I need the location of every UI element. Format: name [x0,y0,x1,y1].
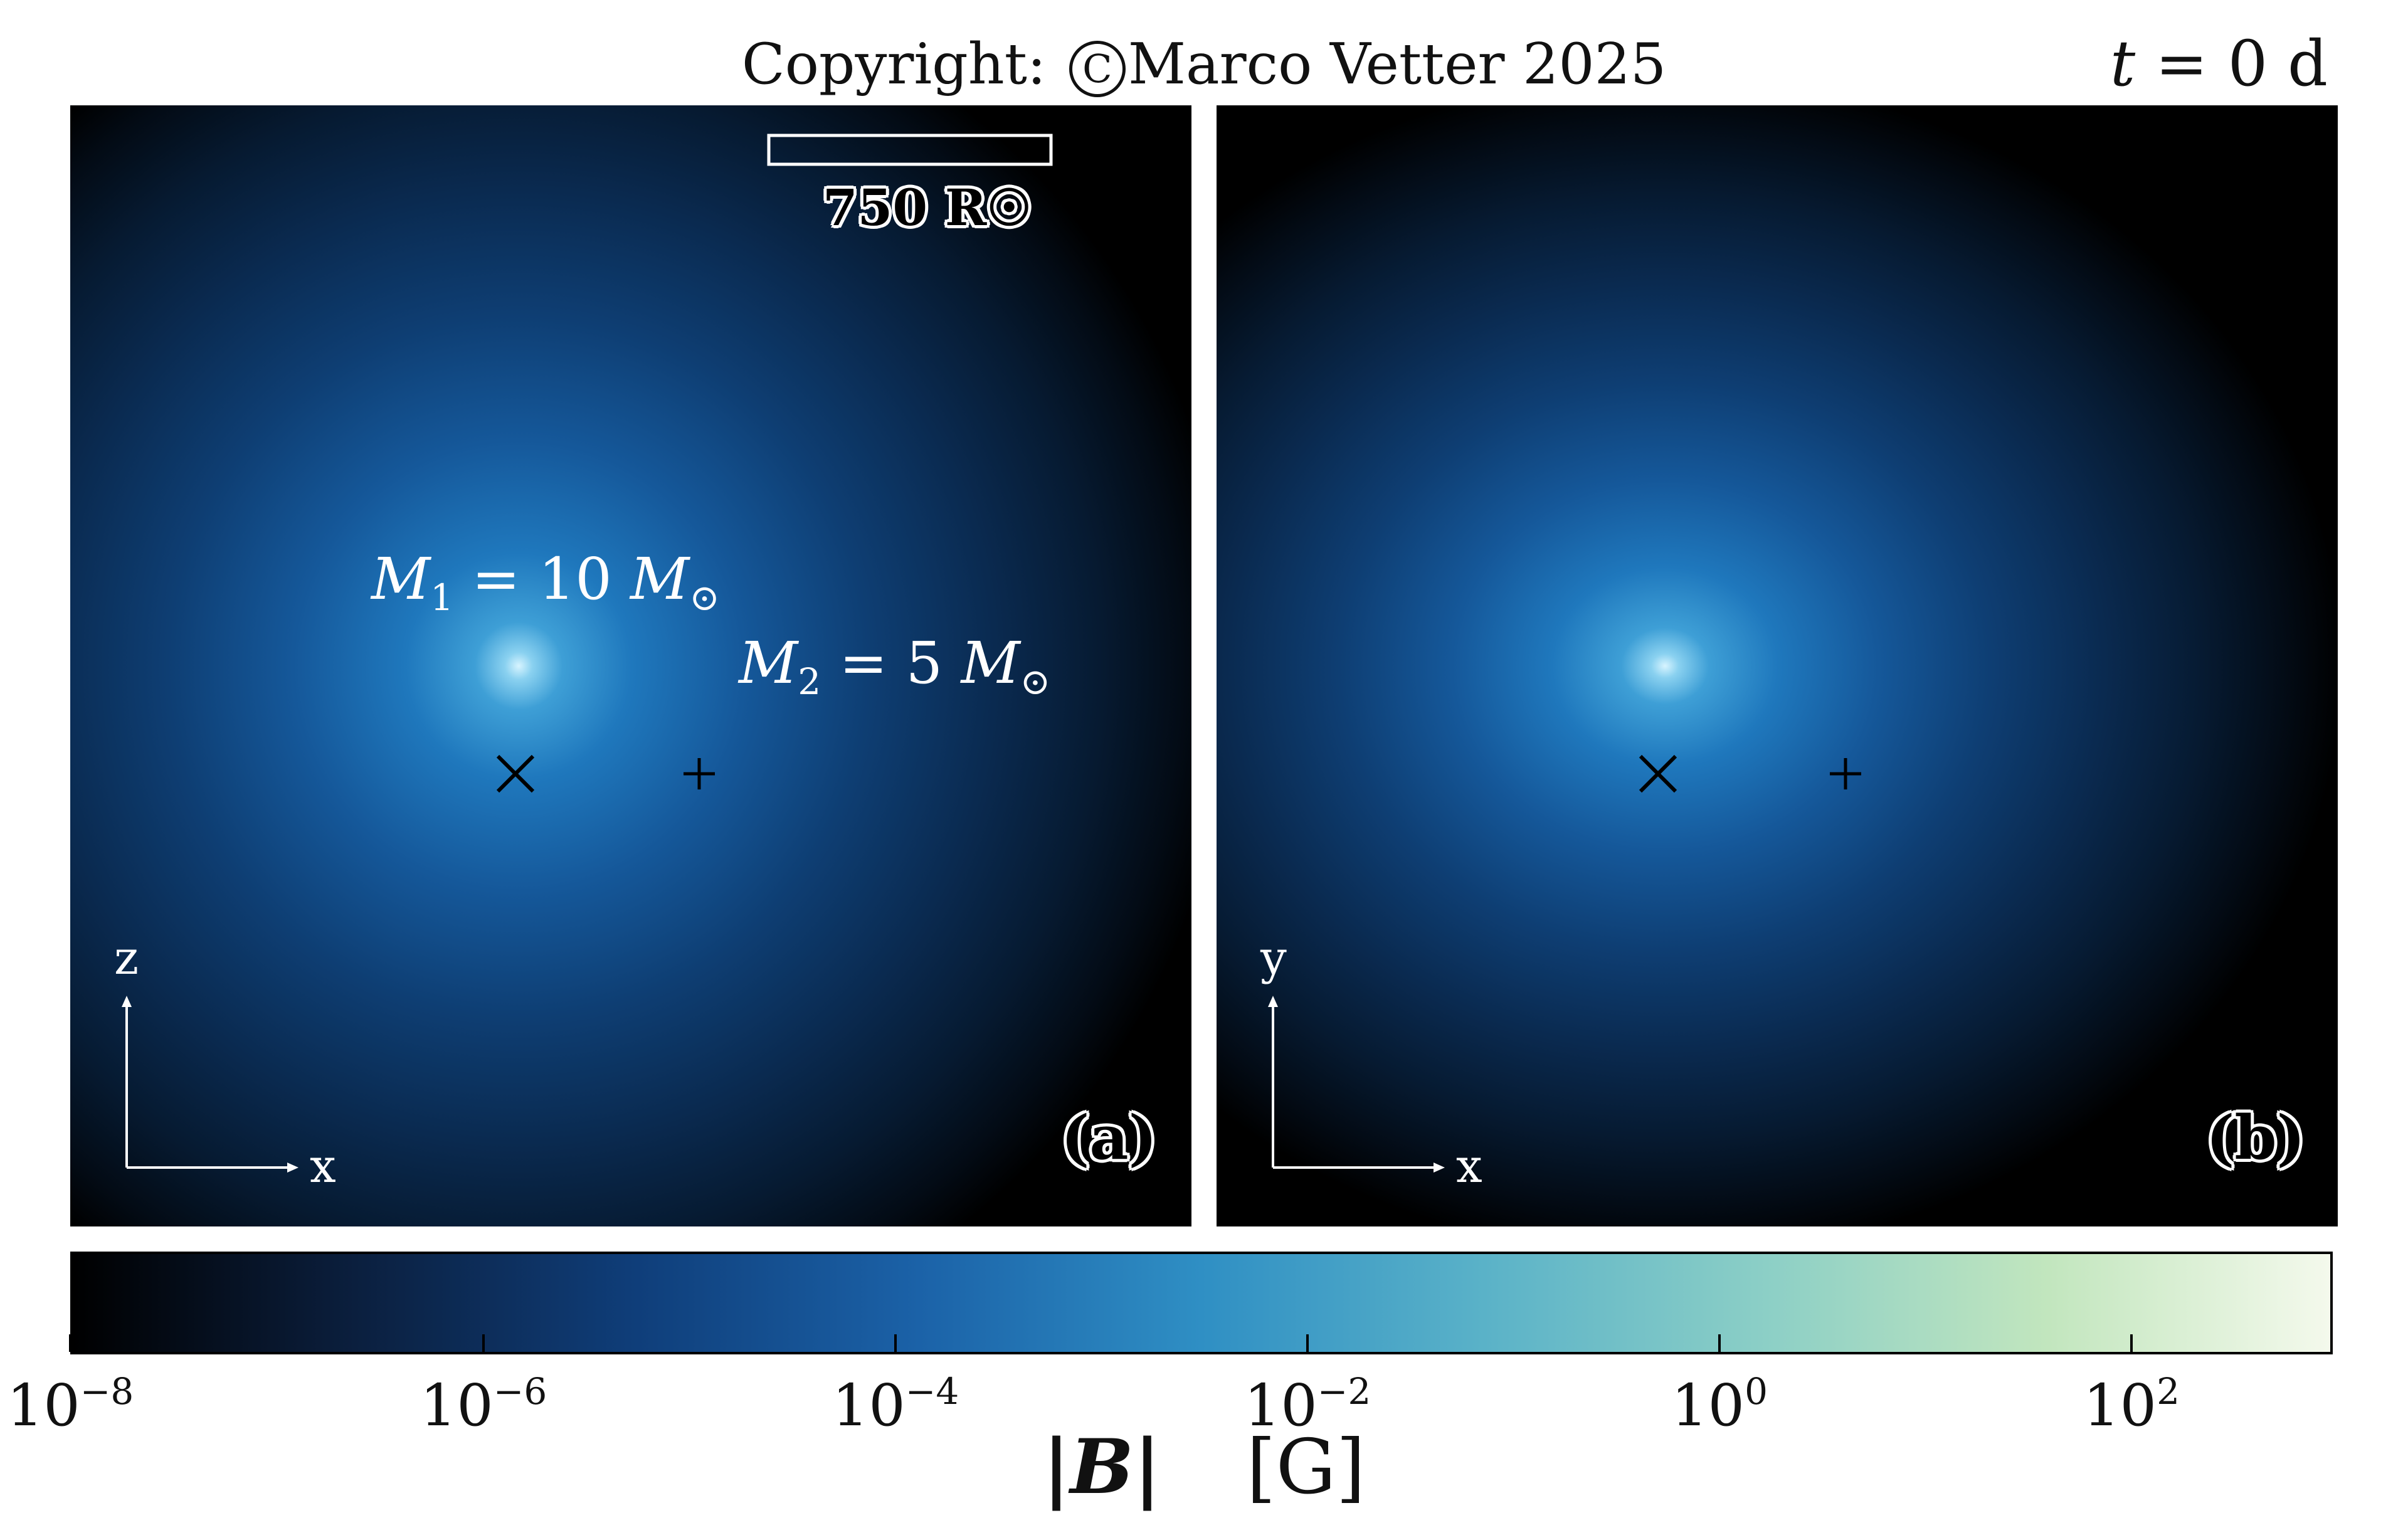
time-variable: t [2110,27,2136,100]
colorbar-gradient [70,1252,2333,1354]
tick-exponent: −2 [1317,1370,1371,1413]
star2-unit-sun: ⊙ [1020,660,1051,703]
star1-value: = 10 [453,546,630,613]
time-value: = 0 d [2155,27,2328,100]
scale-bar [767,134,1053,166]
colorbar-quantity: |B| [1042,1423,1161,1511]
star2-label: M2 = 5 M⊙ [739,632,1050,713]
magnetic-field-glow [70,105,1191,1226]
axis-label-vertical: y [1260,931,1287,985]
tick-exponent: 2 [2157,1370,2180,1413]
colorbar-tick-label: 100 [1671,1357,1768,1440]
colorbar-unit: [G] [1246,1424,1366,1511]
panel-b-overlay [1268,754,1861,1173]
star1-unit: M [630,546,690,613]
tick-exponent: −6 [493,1370,547,1413]
star1-marker-x [1639,754,1677,793]
magnetic-field-glow [1217,105,2338,1226]
tick-base: 10 [420,1372,494,1439]
star1-symbol: M [371,546,431,613]
copyright-notice: Copyright: C Marco Vetter 2025 [0,30,2408,99]
star1-marker-x [496,754,535,793]
panel-a-overlay [122,134,1053,1173]
tick-exponent: −8 [80,1370,134,1413]
colorbar-tick-label: 10−8 [7,1357,134,1440]
colorbar-tick-label: 10−6 [420,1357,547,1440]
star1-subscript: 1 [430,576,454,619]
panel-b-xy-projection: y x (b) [1217,105,2338,1226]
star1-label: M1 = 10 M⊙ [371,548,720,629]
star2-value: = 5 [821,630,961,697]
tick-base: 10 [2083,1372,2157,1439]
star2-marker-plus [684,758,715,789]
tick-exponent: 0 [1745,1370,1768,1413]
copyright-symbol: C [1069,40,1126,97]
axis-triad [122,996,298,1173]
star2-symbol: M [739,630,798,697]
star2-marker-plus [1830,758,1861,789]
axis-label-horizontal: x [1456,1139,1482,1193]
star1-unit-sun: ⊙ [689,576,720,619]
colorbar-tick-label: 102 [2083,1357,2180,1440]
axis-label-vertical: z [114,931,139,985]
copyright-name: Marco Vetter 2025 [1127,31,1667,97]
tick-base: 10 [832,1372,906,1439]
scale-bar-label: 750 R☉ [823,178,1032,237]
axis-label-horizontal: x [310,1139,336,1193]
tick-exponent: −4 [905,1370,959,1413]
star2-unit: M [961,630,1020,697]
panel-a-xz-projection: 750 R☉ M1 = 10 M⊙ M2 = 5 M⊙ z x (a) [70,105,1191,1226]
colorbar-title: |B| [G] [0,1423,2408,1512]
panel-a-tag: (a) [1061,1102,1158,1173]
star2-subscript: 2 [798,660,821,703]
colorbar-tick-label: 10−2 [1244,1357,1371,1440]
tick-base: 10 [1244,1372,1318,1439]
copyright-prefix: Copyright: [741,31,1047,97]
axis-triad [1268,996,1445,1173]
tick-base: 10 [1671,1372,1745,1439]
colorbar-tick-label: 10−4 [832,1357,959,1440]
time-label: t = 0 d [2110,26,2328,102]
tick-base: 10 [6,1372,80,1439]
panel-b-tag: (b) [2206,1102,2305,1173]
